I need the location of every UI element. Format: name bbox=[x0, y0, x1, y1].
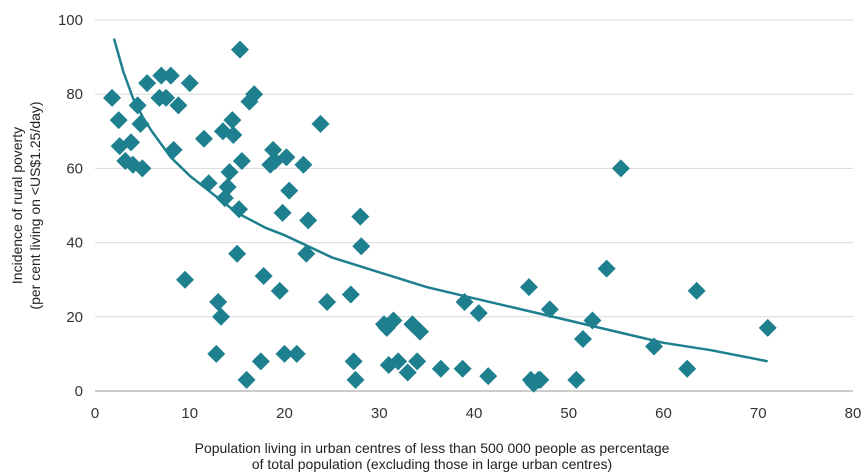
data-point bbox=[251, 352, 270, 371]
data-point bbox=[218, 177, 237, 196]
data-point bbox=[176, 270, 195, 289]
data-point bbox=[209, 292, 228, 311]
data-point bbox=[344, 352, 363, 371]
data-point bbox=[351, 207, 370, 226]
data-point bbox=[318, 292, 337, 311]
data-point bbox=[455, 292, 474, 311]
data-point bbox=[687, 281, 706, 300]
data-point bbox=[133, 159, 152, 178]
data-point bbox=[410, 322, 429, 341]
data-point bbox=[131, 114, 150, 133]
x-axis-title-line2: of total population (excluding those in … bbox=[252, 456, 612, 472]
data-point bbox=[157, 88, 176, 107]
data-point bbox=[346, 370, 365, 389]
data-point bbox=[758, 318, 777, 337]
data-point bbox=[287, 344, 306, 363]
y-tick-label: 80 bbox=[66, 86, 83, 103]
data-point bbox=[384, 311, 403, 330]
data-point bbox=[273, 203, 292, 222]
data-point bbox=[311, 114, 330, 133]
data-point bbox=[224, 126, 243, 145]
data-point bbox=[212, 307, 231, 326]
y-axis-ticks: 0 20 40 60 80 100 bbox=[58, 12, 83, 400]
data-point bbox=[254, 266, 273, 285]
data-point bbox=[431, 359, 450, 378]
data-point bbox=[194, 129, 213, 148]
y-tick-label: 60 bbox=[66, 160, 83, 177]
data-point bbox=[230, 200, 249, 219]
data-point bbox=[103, 88, 122, 107]
data-point bbox=[116, 151, 135, 170]
data-point bbox=[207, 344, 226, 363]
data-point bbox=[583, 311, 602, 330]
x-tick-label: 20 bbox=[276, 405, 293, 422]
data-point bbox=[341, 285, 360, 304]
data-point bbox=[297, 244, 316, 263]
data-point bbox=[567, 370, 586, 389]
gridlines bbox=[95, 19, 853, 318]
x-axis-ticks: 0 10 20 30 40 50 60 70 80 bbox=[91, 405, 862, 422]
data-point bbox=[469, 304, 488, 323]
data-point bbox=[352, 237, 371, 256]
data-point bbox=[573, 330, 592, 349]
x-tick-label: 70 bbox=[750, 405, 767, 422]
data-point bbox=[299, 211, 318, 230]
data-point bbox=[169, 96, 188, 115]
y-tick-label: 0 bbox=[75, 383, 83, 400]
data-point bbox=[230, 40, 249, 59]
data-point bbox=[280, 181, 299, 200]
data-point bbox=[223, 111, 242, 130]
data-point bbox=[138, 74, 157, 93]
data-point bbox=[540, 300, 559, 319]
data-point bbox=[220, 163, 239, 182]
data-point bbox=[122, 133, 141, 152]
x-axis-title: Population living in urban centres of le… bbox=[195, 440, 670, 456]
data-point bbox=[270, 281, 289, 300]
data-point bbox=[398, 363, 417, 382]
data-point bbox=[611, 159, 630, 178]
data-point bbox=[479, 367, 498, 386]
data-point bbox=[232, 151, 251, 170]
data-point bbox=[597, 259, 616, 278]
data-point bbox=[294, 155, 313, 174]
y-axis-title: Incidence of rural poverty bbox=[9, 127, 25, 284]
data-point bbox=[519, 278, 538, 297]
data-point bbox=[245, 85, 264, 104]
data-point bbox=[199, 174, 218, 193]
data-point bbox=[277, 148, 296, 167]
y-axis-title-line2: (per cent living on <US$1.25/day) bbox=[27, 101, 43, 309]
x-tick-label: 60 bbox=[655, 405, 672, 422]
y-tick-label: 100 bbox=[58, 12, 83, 29]
data-points bbox=[103, 40, 777, 393]
x-tick-label: 30 bbox=[371, 405, 388, 422]
data-point bbox=[180, 74, 199, 93]
x-tick-label: 40 bbox=[466, 405, 483, 422]
data-point bbox=[275, 344, 294, 363]
data-point bbox=[645, 337, 664, 356]
data-point bbox=[109, 111, 128, 130]
trend-line bbox=[112, 38, 768, 363]
x-tick-label: 80 bbox=[845, 405, 862, 422]
x-tick-label: 10 bbox=[181, 405, 198, 422]
data-point bbox=[389, 352, 408, 371]
data-point bbox=[164, 140, 183, 159]
data-point bbox=[264, 140, 283, 159]
data-point bbox=[408, 352, 427, 371]
data-point bbox=[237, 370, 256, 389]
data-point bbox=[453, 359, 472, 378]
data-point bbox=[678, 359, 697, 378]
data-point bbox=[531, 370, 550, 389]
data-point bbox=[161, 66, 180, 85]
x-tick-label: 50 bbox=[560, 405, 577, 422]
y-tick-label: 20 bbox=[66, 309, 83, 326]
data-point bbox=[228, 244, 247, 263]
data-point bbox=[152, 66, 171, 85]
data-point bbox=[128, 96, 147, 115]
x-tick-label: 0 bbox=[91, 405, 99, 422]
y-tick-label: 40 bbox=[66, 235, 83, 252]
